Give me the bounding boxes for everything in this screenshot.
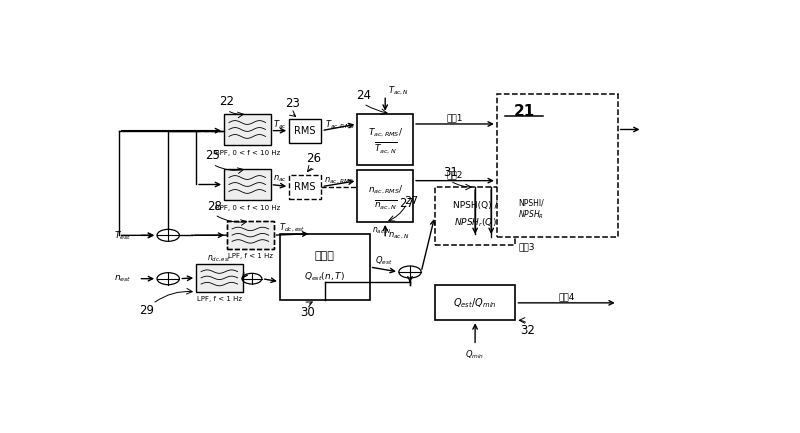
Text: 28: 28 [207,200,222,213]
Text: 29: 29 [139,304,154,317]
Text: $n_{ac,RMS}/$: $n_{ac,RMS}/$ [367,184,403,196]
Text: $\overline{T_{ac,N}}$: $\overline{T_{ac,N}}$ [374,141,397,156]
Text: 泵模型: 泵模型 [315,251,334,262]
Text: 32: 32 [520,324,535,337]
Text: $T_{est}$: $T_{est}$ [114,229,131,242]
Text: $n_{ac,RMS}$: $n_{ac,RMS}$ [325,175,354,186]
Text: NPSH(Q) /: NPSH(Q) / [453,201,498,210]
Text: $T_{ac,RMS}/$: $T_{ac,RMS}/$ [368,127,402,139]
Text: 26: 26 [306,152,322,165]
Bar [227,221,274,249]
Text: $\overline{n_{ac,N}}$: $\overline{n_{ac,N}}$ [374,199,397,212]
Text: 30: 30 [300,306,315,319]
Text: $T_{ac}$: $T_{ac}$ [273,118,286,131]
Text: $Q_{est}(n, T)$: $Q_{est}(n, T)$ [304,270,346,283]
Text: 31: 31 [443,166,458,179]
Text: 特征4: 特征4 [558,292,574,301]
Text: $Q_{est}/Q_{min}$: $Q_{est}/Q_{min}$ [454,296,497,310]
Text: RMS: RMS [294,126,316,136]
Bar [280,234,370,301]
Text: $T_{ac,N}$: $T_{ac,N}$ [388,85,410,97]
Bar [224,168,270,200]
Bar [227,221,274,249]
Text: BPF, 0 < f < 10 Hz: BPF, 0 < f < 10 Hz [214,205,280,211]
Text: 24: 24 [356,89,371,102]
Bar [435,187,515,246]
Text: $n_{ac}$: $n_{ac}$ [273,173,287,184]
Text: RMS: RMS [294,182,316,192]
Bar [497,94,618,237]
Text: $n_{est}$: $n_{est}$ [114,273,131,284]
Bar [224,113,270,145]
Text: BPF, 0 < f < 10 Hz: BPF, 0 < f < 10 Hz [214,150,280,155]
Text: 特征1: 特征1 [446,113,463,123]
Text: 23: 23 [285,97,300,110]
Text: $NPSH_R$: $NPSH_R$ [518,209,545,221]
Text: 27: 27 [399,197,414,210]
Text: $n_{ac,N}$: $n_{ac,N}$ [388,231,410,241]
Text: 特征2: 特征2 [446,170,463,179]
Bar [435,285,515,320]
Text: 25: 25 [206,149,220,162]
Text: 特征3: 特征3 [518,242,535,252]
Bar [358,113,413,165]
Text: $Q_{min}$: $Q_{min}$ [466,349,485,361]
Text: $n_{dc,est}$: $n_{dc,est}$ [207,254,231,264]
Text: $T_{dc,est}$: $T_{dc,est}$ [279,222,306,234]
Text: $T_{ac,RMS}$: $T_{ac,RMS}$ [325,119,354,131]
Text: 21: 21 [514,104,535,120]
Text: $Q_{est}$: $Q_{est}$ [375,255,393,267]
Bar [196,264,242,292]
Text: 27: 27 [404,196,418,207]
Text: NPSHI/: NPSHI/ [518,199,544,208]
Bar [289,174,322,199]
Text: LPF, f < 1 Hz: LPF, f < 1 Hz [197,296,242,302]
Text: LPF, f < 1 Hz: LPF, f < 1 Hz [228,253,273,259]
Bar [289,119,322,142]
Text: $NPSH_r(Q)$: $NPSH_r(Q)$ [454,217,497,229]
Text: $n_{ac,N}$: $n_{ac,N}$ [372,226,392,236]
Text: 22: 22 [219,95,234,109]
Bar [358,170,413,222]
